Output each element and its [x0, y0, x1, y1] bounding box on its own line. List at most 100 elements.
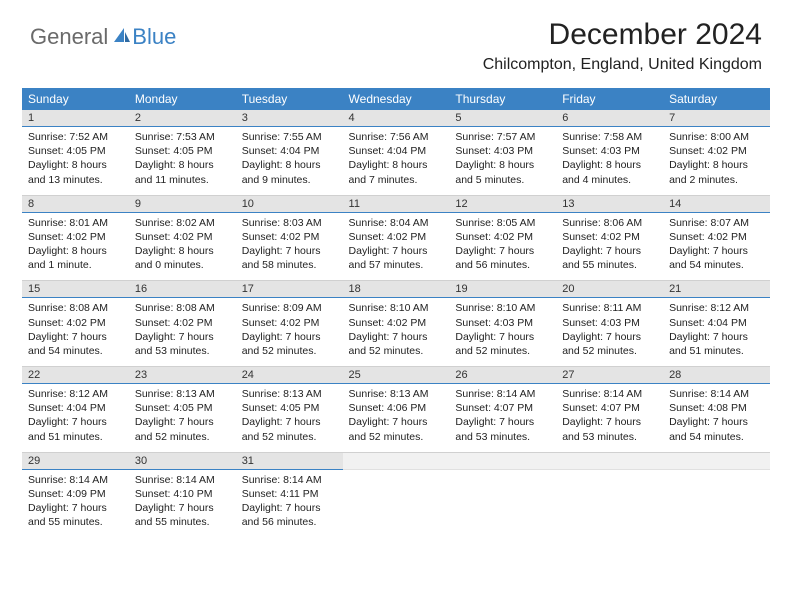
- calendar-cell: 1Sunrise: 7:52 AMSunset: 4:05 PMDaylight…: [22, 110, 129, 195]
- day-number: 30: [129, 453, 236, 470]
- day-body: Sunrise: 7:57 AMSunset: 4:03 PMDaylight:…: [449, 127, 556, 195]
- weekday-header-row: Sunday Monday Tuesday Wednesday Thursday…: [22, 88, 770, 110]
- calendar-cell: 7Sunrise: 8:00 AMSunset: 4:02 PMDaylight…: [663, 110, 770, 195]
- weekday-header: Saturday: [663, 88, 770, 110]
- day-body: Sunrise: 8:10 AMSunset: 4:02 PMDaylight:…: [343, 298, 450, 366]
- day-body: Sunrise: 7:53 AMSunset: 4:05 PMDaylight:…: [129, 127, 236, 195]
- day-number: 17: [236, 281, 343, 298]
- day-number: 29: [22, 453, 129, 470]
- day-number: 25: [343, 367, 450, 384]
- calendar-cell: 21Sunrise: 8:12 AMSunset: 4:04 PMDayligh…: [663, 281, 770, 367]
- calendar-cell: 20Sunrise: 8:11 AMSunset: 4:03 PMDayligh…: [556, 281, 663, 367]
- logo: General Blue: [30, 24, 176, 50]
- day-number: 6: [556, 110, 663, 127]
- day-number: 20: [556, 281, 663, 298]
- calendar-cell: 14Sunrise: 8:07 AMSunset: 4:02 PMDayligh…: [663, 195, 770, 281]
- page-subtitle: Chilcompton, England, United Kingdom: [483, 56, 762, 74]
- day-number: 9: [129, 196, 236, 213]
- day-number: 7: [663, 110, 770, 127]
- calendar-cell: [663, 452, 770, 537]
- calendar-cell: 12Sunrise: 8:05 AMSunset: 4:02 PMDayligh…: [449, 195, 556, 281]
- day-number: 10: [236, 196, 343, 213]
- day-body: Sunrise: 8:04 AMSunset: 4:02 PMDaylight:…: [343, 213, 450, 281]
- calendar-cell: 2Sunrise: 7:53 AMSunset: 4:05 PMDaylight…: [129, 110, 236, 195]
- day-body: Sunrise: 8:10 AMSunset: 4:03 PMDaylight:…: [449, 298, 556, 366]
- calendar-cell: 15Sunrise: 8:08 AMSunset: 4:02 PMDayligh…: [22, 281, 129, 367]
- day-body: Sunrise: 8:14 AMSunset: 4:07 PMDaylight:…: [449, 384, 556, 452]
- day-body: Sunrise: 8:11 AMSunset: 4:03 PMDaylight:…: [556, 298, 663, 366]
- day-body: Sunrise: 8:14 AMSunset: 4:10 PMDaylight:…: [129, 470, 236, 538]
- calendar-cell: 18Sunrise: 8:10 AMSunset: 4:02 PMDayligh…: [343, 281, 450, 367]
- day-body: Sunrise: 8:14 AMSunset: 4:11 PMDaylight:…: [236, 470, 343, 538]
- day-number: 22: [22, 367, 129, 384]
- logo-text-blue: Blue: [132, 24, 176, 50]
- day-body: Sunrise: 8:14 AMSunset: 4:09 PMDaylight:…: [22, 470, 129, 538]
- day-body: Sunrise: 8:05 AMSunset: 4:02 PMDaylight:…: [449, 213, 556, 281]
- calendar-cell: 25Sunrise: 8:13 AMSunset: 4:06 PMDayligh…: [343, 367, 450, 453]
- weekday-header: Friday: [556, 88, 663, 110]
- day-body: Sunrise: 8:08 AMSunset: 4:02 PMDaylight:…: [22, 298, 129, 366]
- day-number-empty: [663, 453, 770, 470]
- day-number: 1: [22, 110, 129, 127]
- calendar-table: Sunday Monday Tuesday Wednesday Thursday…: [22, 88, 770, 537]
- calendar-cell: 24Sunrise: 8:13 AMSunset: 4:05 PMDayligh…: [236, 367, 343, 453]
- calendar-cell: 16Sunrise: 8:08 AMSunset: 4:02 PMDayligh…: [129, 281, 236, 367]
- day-number: 11: [343, 196, 450, 213]
- calendar-row: 22Sunrise: 8:12 AMSunset: 4:04 PMDayligh…: [22, 367, 770, 453]
- day-number: 28: [663, 367, 770, 384]
- day-number: 21: [663, 281, 770, 298]
- calendar-cell: 8Sunrise: 8:01 AMSunset: 4:02 PMDaylight…: [22, 195, 129, 281]
- day-number-empty: [343, 453, 450, 470]
- calendar-cell: 19Sunrise: 8:10 AMSunset: 4:03 PMDayligh…: [449, 281, 556, 367]
- day-number: 8: [22, 196, 129, 213]
- day-body-empty: [343, 470, 450, 530]
- day-number: 13: [556, 196, 663, 213]
- day-number: 24: [236, 367, 343, 384]
- day-number: 4: [343, 110, 450, 127]
- calendar-cell: 13Sunrise: 8:06 AMSunset: 4:02 PMDayligh…: [556, 195, 663, 281]
- day-number: 23: [129, 367, 236, 384]
- day-body: Sunrise: 7:56 AMSunset: 4:04 PMDaylight:…: [343, 127, 450, 195]
- day-body: Sunrise: 7:52 AMSunset: 4:05 PMDaylight:…: [22, 127, 129, 195]
- day-body: Sunrise: 8:14 AMSunset: 4:07 PMDaylight:…: [556, 384, 663, 452]
- day-body: Sunrise: 8:12 AMSunset: 4:04 PMDaylight:…: [22, 384, 129, 452]
- day-body: Sunrise: 8:13 AMSunset: 4:05 PMDaylight:…: [129, 384, 236, 452]
- day-number: 31: [236, 453, 343, 470]
- day-number: 16: [129, 281, 236, 298]
- day-number: 26: [449, 367, 556, 384]
- calendar-cell: 23Sunrise: 8:13 AMSunset: 4:05 PMDayligh…: [129, 367, 236, 453]
- weekday-header: Monday: [129, 88, 236, 110]
- calendar-cell: 30Sunrise: 8:14 AMSunset: 4:10 PMDayligh…: [129, 452, 236, 537]
- day-body-empty: [663, 470, 770, 530]
- day-number: 18: [343, 281, 450, 298]
- day-number: 5: [449, 110, 556, 127]
- day-body: Sunrise: 8:12 AMSunset: 4:04 PMDaylight:…: [663, 298, 770, 366]
- day-number: 19: [449, 281, 556, 298]
- calendar-cell: [343, 452, 450, 537]
- calendar-cell: 31Sunrise: 8:14 AMSunset: 4:11 PMDayligh…: [236, 452, 343, 537]
- calendar-cell: 22Sunrise: 8:12 AMSunset: 4:04 PMDayligh…: [22, 367, 129, 453]
- calendar-row: 8Sunrise: 8:01 AMSunset: 4:02 PMDaylight…: [22, 195, 770, 281]
- day-body: Sunrise: 8:14 AMSunset: 4:08 PMDaylight:…: [663, 384, 770, 452]
- day-body: Sunrise: 8:13 AMSunset: 4:06 PMDaylight:…: [343, 384, 450, 452]
- calendar-cell: 29Sunrise: 8:14 AMSunset: 4:09 PMDayligh…: [22, 452, 129, 537]
- calendar-cell: 10Sunrise: 8:03 AMSunset: 4:02 PMDayligh…: [236, 195, 343, 281]
- calendar-row: 1Sunrise: 7:52 AMSunset: 4:05 PMDaylight…: [22, 110, 770, 195]
- day-number-empty: [556, 453, 663, 470]
- calendar-cell: 4Sunrise: 7:56 AMSunset: 4:04 PMDaylight…: [343, 110, 450, 195]
- weekday-header: Wednesday: [343, 88, 450, 110]
- day-number-empty: [449, 453, 556, 470]
- calendar-cell: 28Sunrise: 8:14 AMSunset: 4:08 PMDayligh…: [663, 367, 770, 453]
- calendar-cell: 27Sunrise: 8:14 AMSunset: 4:07 PMDayligh…: [556, 367, 663, 453]
- weekday-header: Sunday: [22, 88, 129, 110]
- weekday-header: Tuesday: [236, 88, 343, 110]
- day-body: Sunrise: 8:13 AMSunset: 4:05 PMDaylight:…: [236, 384, 343, 452]
- day-body: Sunrise: 8:01 AMSunset: 4:02 PMDaylight:…: [22, 213, 129, 281]
- calendar-row: 15Sunrise: 8:08 AMSunset: 4:02 PMDayligh…: [22, 281, 770, 367]
- calendar-cell: 5Sunrise: 7:57 AMSunset: 4:03 PMDaylight…: [449, 110, 556, 195]
- calendar-cell: 11Sunrise: 8:04 AMSunset: 4:02 PMDayligh…: [343, 195, 450, 281]
- day-body: Sunrise: 8:08 AMSunset: 4:02 PMDaylight:…: [129, 298, 236, 366]
- logo-sail-icon: [112, 26, 132, 49]
- day-body-empty: [556, 470, 663, 530]
- calendar-cell: 6Sunrise: 7:58 AMSunset: 4:03 PMDaylight…: [556, 110, 663, 195]
